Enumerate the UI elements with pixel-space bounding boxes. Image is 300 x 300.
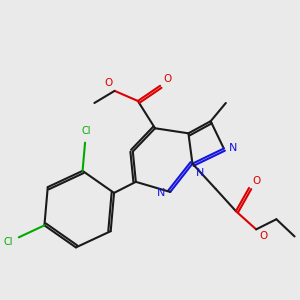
Text: N: N: [196, 168, 205, 178]
Text: Cl: Cl: [81, 126, 91, 136]
Text: Cl: Cl: [3, 238, 13, 248]
Text: O: O: [163, 74, 171, 84]
Text: N: N: [156, 188, 165, 199]
Text: N: N: [229, 143, 238, 154]
Text: O: O: [252, 176, 260, 186]
Text: O: O: [259, 231, 267, 241]
Text: O: O: [105, 78, 113, 88]
